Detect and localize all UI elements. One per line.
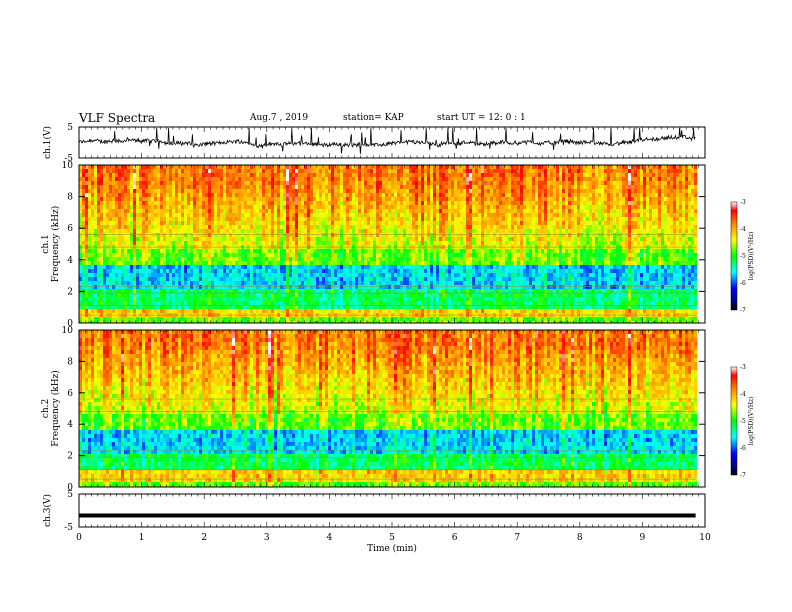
panel-1-channel-label: ch.1 <box>41 234 51 253</box>
panel-2-spectrogram-image <box>79 330 698 488</box>
panel-1-colorbar-tick: -4 <box>740 226 746 233</box>
panel-1-ytick-4: 4 <box>67 256 73 266</box>
panel-2-ylabel: Frequency (kHz) <box>50 370 61 447</box>
panel-2-ytick-10: 10 <box>62 326 74 336</box>
panel-2-colorbar-tick: -7 <box>740 472 746 479</box>
panel-2-colorbar-tick: -4 <box>740 391 746 398</box>
panel-2-ytick-2: 2 <box>67 452 73 462</box>
panel-2-colorbar-label: log(PSD)(V²/Hz) <box>748 397 755 446</box>
panel-2-ytick-4: 4 <box>67 420 73 430</box>
x-tick-label-1: 1 <box>139 533 145 543</box>
ch1-ytick-bottom: -5 <box>64 154 73 164</box>
x-tick-label-3: 3 <box>264 533 270 543</box>
panel-1-ytick-10: 10 <box>62 161 74 171</box>
panel-1-colorbar-tick: -7 <box>740 307 746 314</box>
x-tick-label-8: 8 <box>577 533 583 543</box>
ch3-ytick-top: 5 <box>67 490 73 500</box>
panel-2-colorbar-tick: -6 <box>740 445 746 452</box>
station-label: station= KAP <box>343 113 404 123</box>
ch1-ytick-top: 5 <box>67 123 73 133</box>
x-tick-label-6: 6 <box>452 533 458 543</box>
panel-2-ytick-8: 8 <box>67 357 73 367</box>
panel-1-colorbar-tick: -6 <box>740 280 746 287</box>
x-tick-label-7: 7 <box>514 533 520 543</box>
x-axis-label: Time (min) <box>367 543 417 554</box>
x-tick-label-9: 9 <box>640 533 646 543</box>
panel-1-ytick-8: 8 <box>67 193 73 203</box>
chart-title: VLF Spectra <box>79 111 156 125</box>
panel-2-ytick-0: 0 <box>67 483 73 493</box>
x-tick-label-5: 5 <box>389 533 395 543</box>
panel-2-colorbar <box>730 366 738 476</box>
panel-2-colorbar-tick: -5 <box>740 418 746 425</box>
panel-1-colorbar-label: log(PSD)(V²/Hz) <box>748 232 755 281</box>
panel-2-channel-label: ch.2 <box>41 399 51 418</box>
x-tick-label-2: 2 <box>201 533 207 543</box>
x-tick-label-10: 10 <box>699 533 711 543</box>
panel-2-ytick-6: 6 <box>67 389 73 399</box>
x-tick-label-4: 4 <box>327 533 333 543</box>
date-label: Aug.7 , 2019 <box>250 113 309 123</box>
x-tick-label-0: 0 <box>76 533 82 543</box>
panel-1-spectrogram-image <box>79 165 698 324</box>
panel-1-colorbar <box>730 201 738 311</box>
ch3-ytick-bottom: -5 <box>64 523 73 533</box>
ch1-ylabel: ch.1(V) <box>42 126 53 159</box>
panel-1-ylabel: Frequency (kHz) <box>50 206 61 283</box>
ch3-ylabel: ch.3(V) <box>42 494 53 527</box>
panel-1-ytick-0: 0 <box>67 319 73 329</box>
panel-1-colorbar-tick: -3 <box>740 199 746 206</box>
ch1-waveform-line <box>78 127 696 154</box>
panel-2-colorbar-tick: -3 <box>740 364 746 371</box>
panel-1-ytick-6: 6 <box>67 224 73 234</box>
panel-1-colorbar-tick: -5 <box>740 253 746 260</box>
start-time-label: start UT = 12: 0 : 1 <box>437 113 526 123</box>
panel-1-ytick-2: 2 <box>67 287 73 297</box>
